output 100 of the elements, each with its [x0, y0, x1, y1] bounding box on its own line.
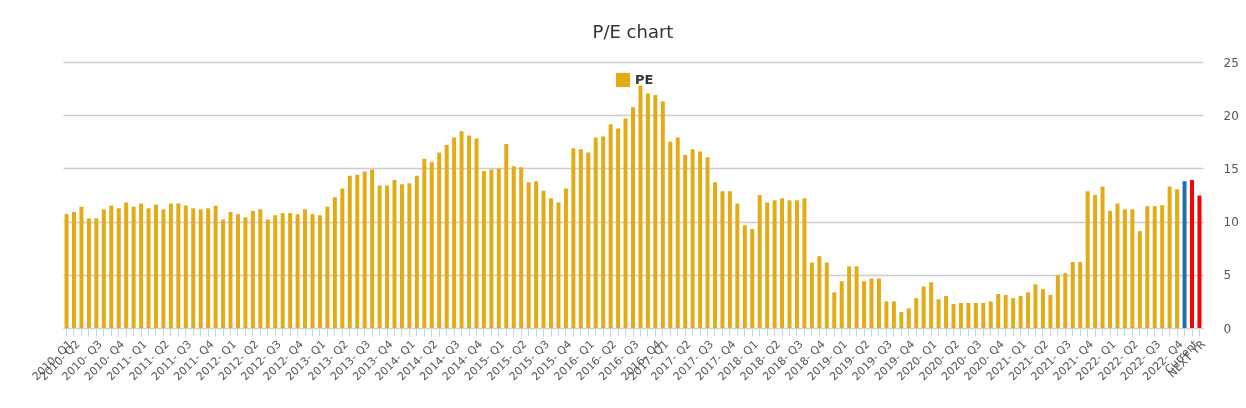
- bar: [295, 214, 300, 328]
- bar: [1040, 289, 1045, 328]
- bar: [422, 158, 427, 328]
- bar: [1093, 195, 1098, 328]
- bar: [802, 198, 807, 328]
- bar: [780, 198, 785, 328]
- bar: [534, 181, 539, 328]
- bar: [839, 281, 844, 328]
- bar: [429, 162, 434, 328]
- bar: [265, 219, 270, 328]
- bar: [772, 200, 777, 328]
- bar: [385, 185, 390, 328]
- bar: [556, 202, 561, 328]
- bar: [608, 124, 613, 328]
- legend-label: PE: [635, 72, 654, 87]
- bar: [206, 208, 211, 328]
- bar: [809, 262, 814, 328]
- bar: [549, 198, 554, 328]
- bar: [1048, 295, 1053, 328]
- bar: [1190, 180, 1195, 328]
- bar: [519, 167, 524, 328]
- bar: [1152, 206, 1157, 328]
- bar: [474, 138, 479, 328]
- bar: [258, 209, 263, 328]
- bar: [1197, 195, 1202, 328]
- bar: [481, 171, 486, 328]
- bar: [191, 208, 196, 328]
- bar: [1078, 262, 1083, 328]
- bar: [213, 205, 218, 328]
- bar: [94, 218, 99, 328]
- y-tick-label: 5: [1223, 268, 1232, 283]
- bar: [392, 180, 397, 328]
- bar: [228, 212, 233, 328]
- bar: [876, 278, 881, 328]
- bar: [1063, 273, 1068, 328]
- bar: [1160, 205, 1165, 328]
- bar: [161, 209, 166, 328]
- bar: [370, 169, 375, 328]
- bar: [221, 219, 226, 328]
- bar: [459, 131, 464, 328]
- bar: [563, 188, 568, 328]
- bar: [787, 200, 792, 328]
- bar: [794, 200, 799, 328]
- bar: [131, 206, 136, 328]
- bar: [638, 85, 643, 328]
- bar: [1018, 296, 1023, 328]
- bar: [936, 299, 941, 328]
- bar: [958, 303, 963, 328]
- bar: [198, 209, 203, 328]
- bar: [750, 229, 755, 328]
- bar: [951, 304, 956, 328]
- bar: [668, 141, 673, 328]
- bar: [891, 301, 896, 328]
- bar: [675, 137, 680, 328]
- y-tick-label: 0: [1223, 321, 1232, 336]
- bar: [906, 308, 911, 328]
- bar: [355, 174, 360, 328]
- bar: [347, 175, 352, 328]
- bar: [735, 203, 740, 328]
- bar: [399, 184, 404, 328]
- bar: [146, 208, 151, 328]
- bar: [653, 94, 658, 328]
- y-tick-label: 20: [1223, 108, 1239, 123]
- bar: [817, 256, 822, 328]
- bar: [64, 214, 69, 328]
- bar: [623, 118, 628, 328]
- bar: [317, 215, 322, 328]
- bar: [176, 203, 181, 328]
- y-tick-label: 25: [1223, 55, 1239, 70]
- bar: [929, 282, 934, 328]
- bar: [914, 298, 919, 328]
- bar: [116, 208, 121, 328]
- bar: [288, 213, 293, 328]
- bar: [1011, 298, 1016, 328]
- bar: [683, 155, 688, 328]
- bar: [235, 214, 240, 328]
- bar: [109, 205, 114, 328]
- bar: [593, 137, 598, 328]
- bar: [243, 217, 248, 328]
- bar: [1167, 186, 1172, 328]
- bar: [310, 214, 315, 328]
- bar: [571, 148, 576, 328]
- bar: [601, 136, 606, 328]
- bar: [86, 218, 91, 328]
- bar: [1003, 295, 1008, 328]
- bar: [944, 296, 949, 328]
- bar: [1175, 189, 1180, 328]
- bar: [705, 157, 710, 328]
- bar: [340, 188, 345, 328]
- bar: [541, 190, 546, 328]
- bar: [1055, 275, 1060, 328]
- bar: [444, 144, 449, 328]
- bar: [1122, 209, 1127, 328]
- bar: [1085, 191, 1090, 328]
- bar: [168, 203, 173, 328]
- bar: [1130, 209, 1135, 328]
- bar: [988, 301, 993, 328]
- bar: [407, 183, 412, 328]
- bar: [884, 301, 889, 328]
- y-tick-label: 15: [1223, 161, 1239, 176]
